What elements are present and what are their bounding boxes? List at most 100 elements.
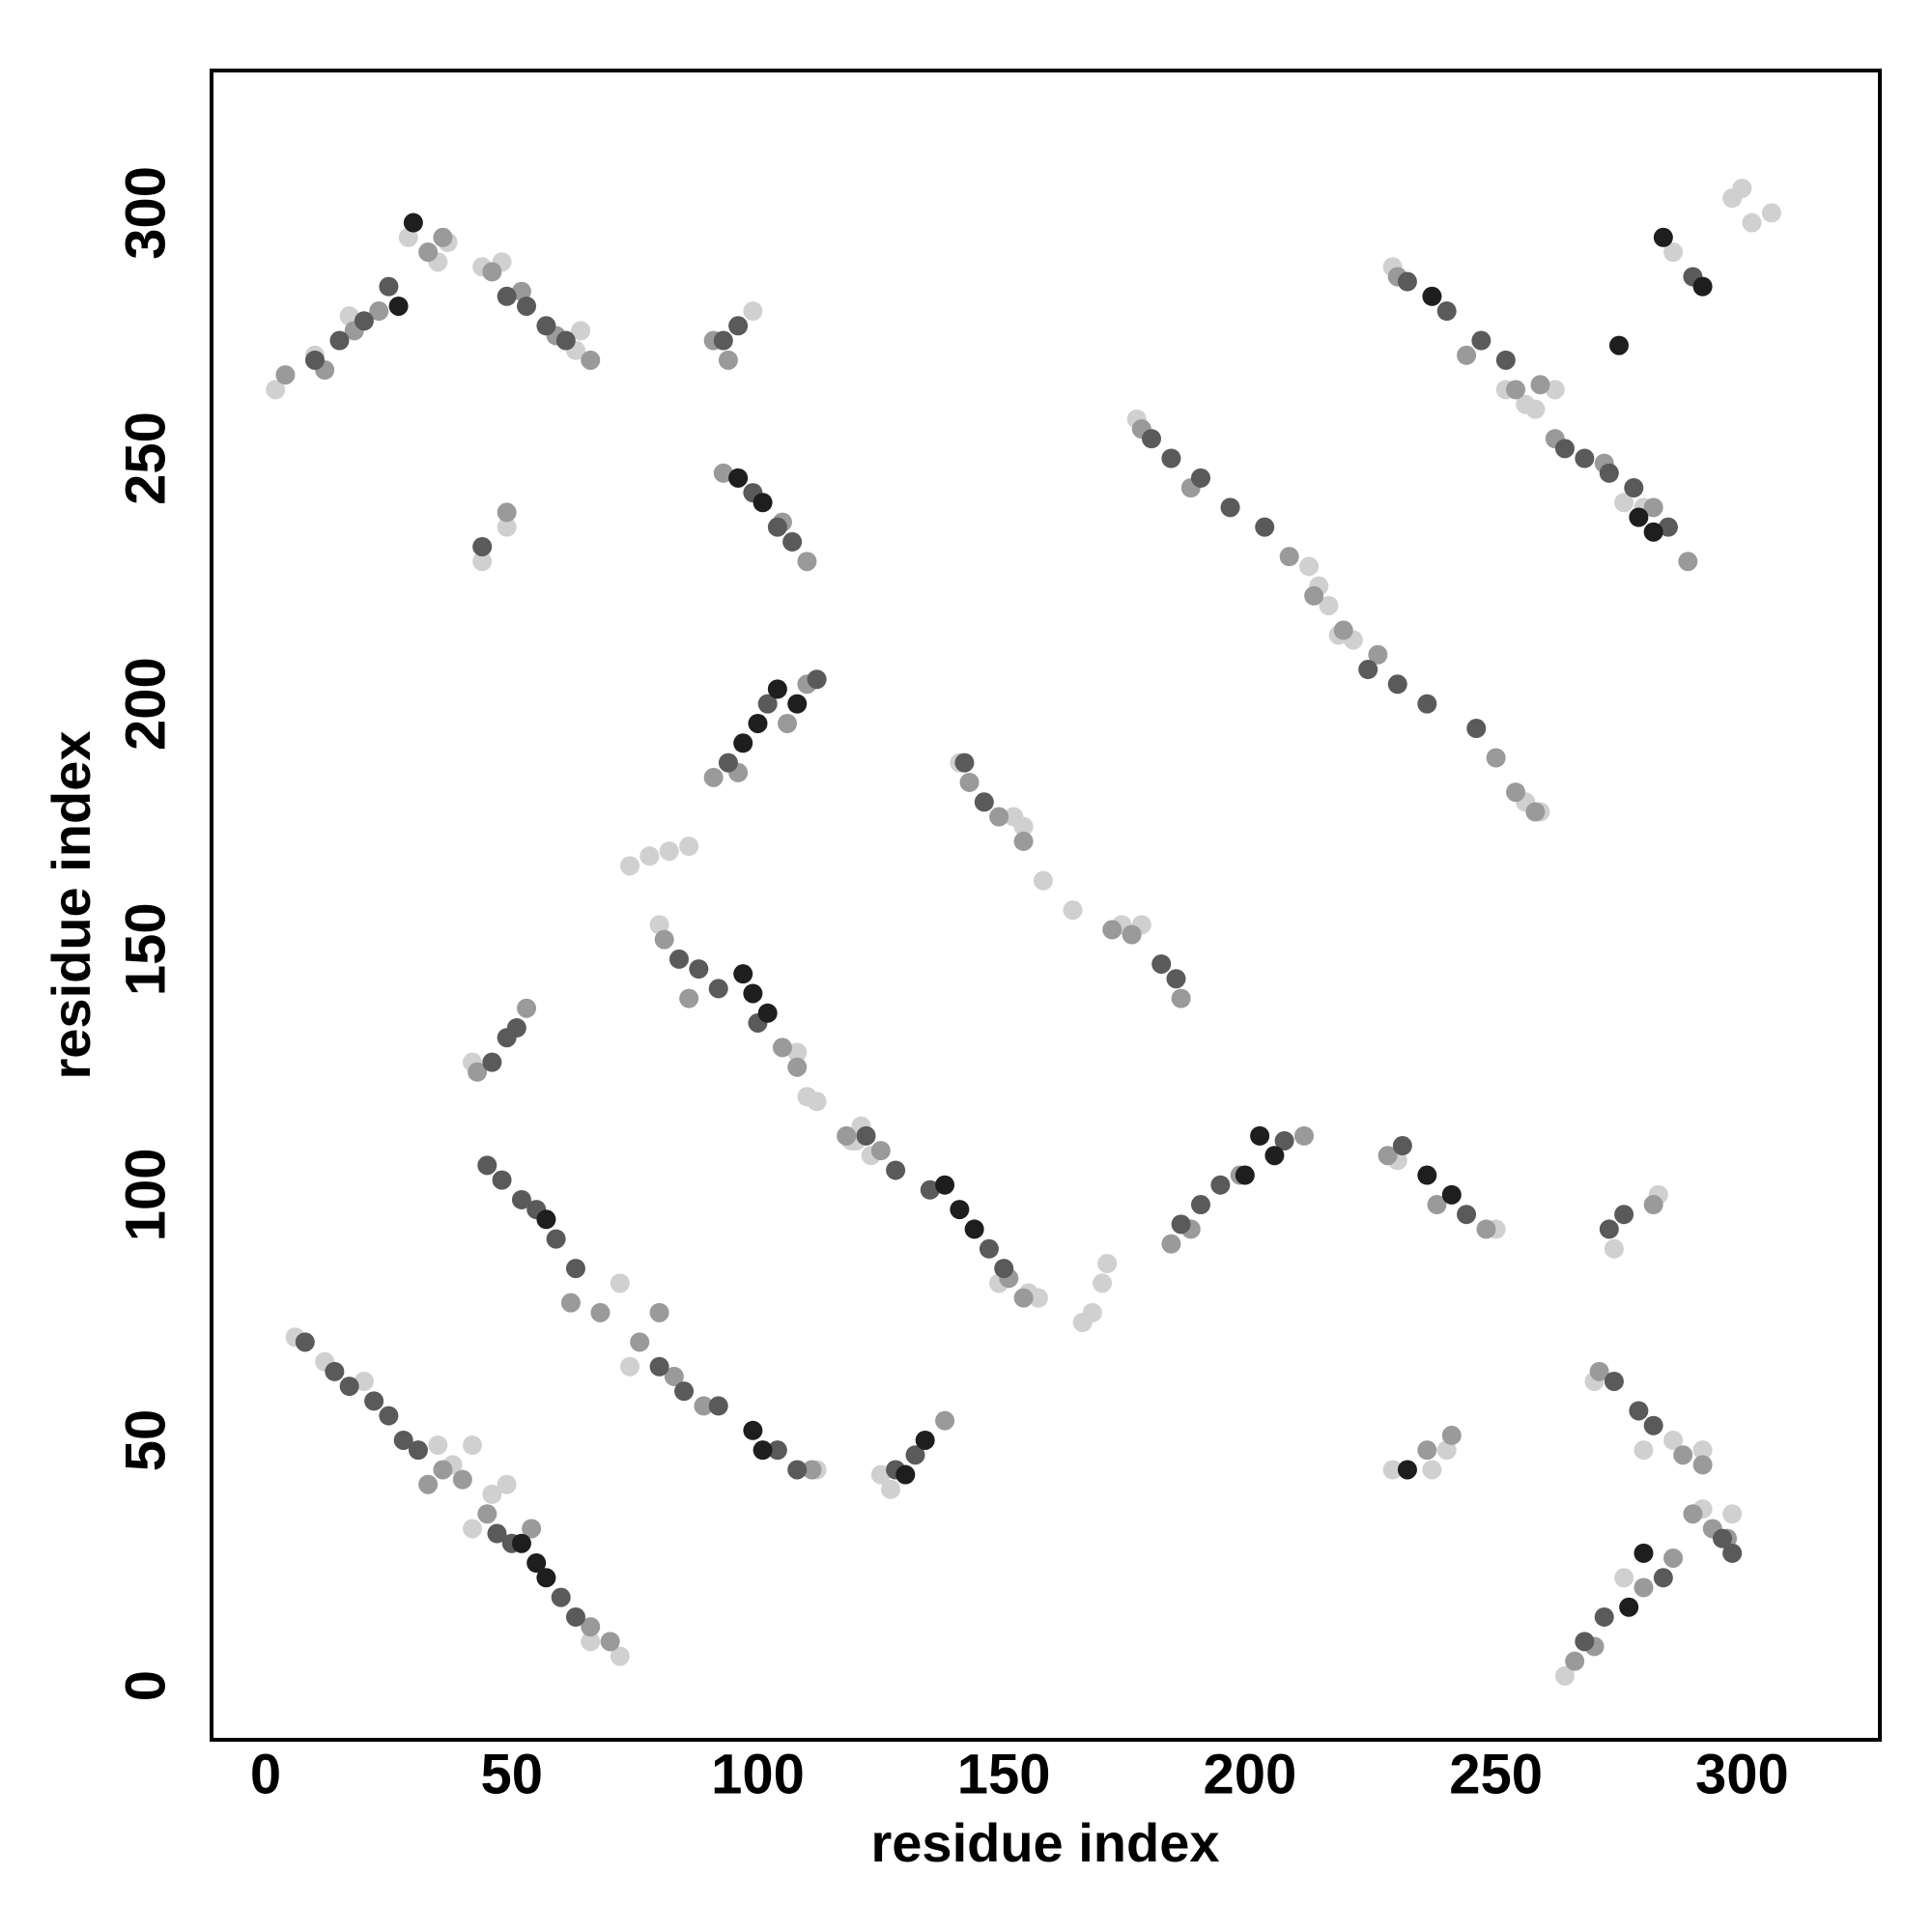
point [560,1293,581,1313]
point [881,1479,901,1499]
point [915,1430,935,1450]
point [463,1519,483,1539]
point [555,330,576,351]
point [1663,242,1684,263]
point [870,1141,891,1161]
point [620,1356,640,1377]
point [1545,380,1565,400]
point [728,468,749,488]
point [1614,493,1634,513]
x-tick-label: 150 [957,1743,1051,1805]
point [1692,1455,1713,1475]
point [1210,1175,1231,1195]
point [1653,1568,1673,1588]
point [886,1160,906,1180]
point [522,1519,542,1539]
point [536,316,556,336]
point [487,1523,507,1544]
point [403,213,423,233]
point [1643,522,1663,542]
point [1417,694,1437,714]
point [1171,988,1191,1009]
point [1486,748,1506,768]
point [1190,468,1210,488]
point [565,1259,585,1279]
point [1427,1195,1447,1215]
point [1028,1288,1048,1308]
point [1722,1504,1743,1524]
point [1378,1146,1398,1166]
point [1436,301,1457,322]
point [620,856,640,876]
point [433,227,453,247]
point [772,1037,792,1058]
point [664,1366,684,1386]
point [1466,719,1487,739]
point [1368,644,1388,665]
point [398,227,418,247]
point [935,1175,955,1195]
plot-frame [210,69,1882,1742]
point [1304,585,1324,606]
point [1594,1606,1614,1627]
point [536,1568,556,1588]
point [1678,552,1698,572]
point [418,242,439,263]
point [1658,517,1678,537]
point [1397,1460,1417,1480]
point [979,1238,999,1259]
point [304,350,325,370]
point [517,296,537,316]
point [708,1396,728,1416]
point [1013,1288,1034,1308]
point [590,1302,611,1322]
point [565,1606,585,1627]
point [1235,1165,1255,1185]
point [1742,213,1762,233]
point [1299,556,1320,577]
point [1166,969,1186,989]
point [639,846,660,867]
point [497,286,517,306]
point [339,306,359,327]
point [1063,900,1083,921]
point [802,1460,822,1480]
point [477,1504,497,1524]
point [787,1042,808,1063]
point [408,1440,428,1461]
point [1525,399,1546,419]
point [463,1435,483,1456]
point [1634,1440,1654,1461]
point [778,713,798,733]
point [1692,276,1713,297]
point [782,531,803,552]
point [718,753,738,773]
point [1692,1440,1713,1461]
point [964,1219,984,1239]
point [354,311,374,331]
point [1525,802,1546,822]
point [1619,1597,1639,1617]
point [674,1381,695,1402]
point [767,679,787,699]
point [905,1445,925,1465]
point [511,1189,531,1209]
point [733,964,753,984]
x-tick-label: 100 [711,1743,805,1805]
x-tick-label: 200 [1204,1743,1297,1805]
point [787,1057,808,1077]
point [1382,1460,1403,1480]
point [418,1474,439,1494]
point [757,694,778,714]
point [1250,1125,1270,1146]
x-tick-label: 0 [250,1743,281,1805]
point [581,1617,601,1637]
point [1554,1665,1575,1686]
point [1565,1651,1585,1671]
point [1476,1219,1496,1239]
point [369,301,389,322]
point [492,1170,512,1190]
point [1643,1195,1663,1215]
point [630,1332,650,1352]
